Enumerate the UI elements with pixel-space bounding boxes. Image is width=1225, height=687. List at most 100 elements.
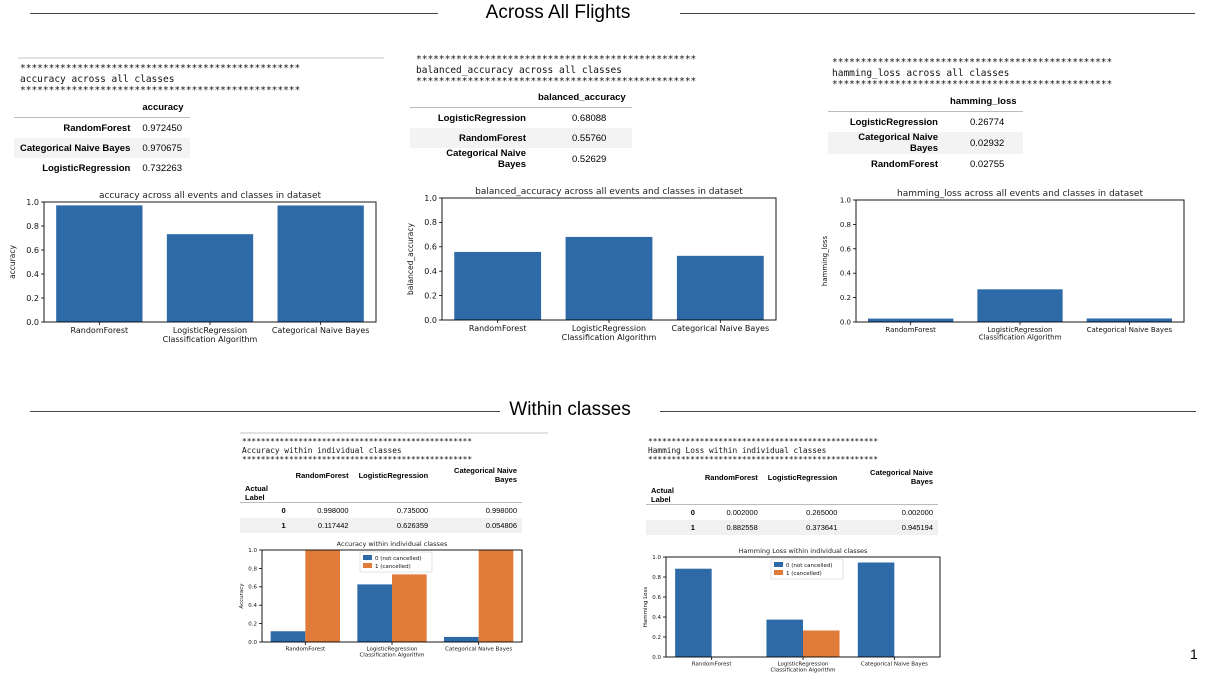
y-tick-label: 0.2 xyxy=(840,294,851,302)
hamming-loss-table: hamming_loss LogisticRegression 0.26774 C… xyxy=(828,91,1023,174)
bar xyxy=(1086,318,1172,322)
bar xyxy=(305,550,340,642)
stars-line: ****************************************… xyxy=(832,57,1113,68)
acc-within-chart: Accuracy within individual classes 0.0 0.2… xyxy=(239,540,523,659)
y-tick-label: 1.0 xyxy=(26,198,39,207)
section-divider-left xyxy=(30,13,438,14)
x-tick-label: RandomForest xyxy=(692,662,732,668)
y-tick-label: 0.2 xyxy=(26,294,39,303)
section-title-across: Across All Flights xyxy=(485,2,631,23)
chart-title: Hamming Loss within individual classes xyxy=(739,547,869,555)
table-row-label: 1 xyxy=(690,523,695,532)
table-cell: 0.882558 xyxy=(726,523,758,532)
x-tick-label: RandomForest xyxy=(286,647,326,653)
table-col-header: balanced_accuracy xyxy=(532,87,632,108)
stars-line: ****************************************… xyxy=(832,79,1113,90)
table-row-label: LogisticRegression xyxy=(42,162,131,174)
plot-frame xyxy=(665,556,941,658)
bar xyxy=(270,631,306,642)
stars-line: ****************************************… xyxy=(20,85,301,96)
section-divider-left xyxy=(30,411,500,412)
y-tick-label: 0.6 xyxy=(26,246,39,255)
legend-label: 1 (cancelled) xyxy=(786,571,822,577)
legend-swatch xyxy=(363,563,372,568)
table-cell: 0.68088 xyxy=(572,112,607,124)
table-cell: 0.054806 xyxy=(485,521,517,530)
y-tick-label: 1.0 xyxy=(424,194,437,203)
table-row-label: Categorical Naive Bayes xyxy=(858,132,938,154)
legend-label: 1 (cancelled) xyxy=(375,564,411,570)
ham-within-header-text: Hamming Loss within individual classes xyxy=(648,446,827,455)
stars-line: ****************************************… xyxy=(242,437,473,446)
table-cell: 0.117442 xyxy=(317,521,349,530)
chart-title: balanced_accuracy across all events and … xyxy=(475,187,743,197)
table-cell: 0.626359 xyxy=(396,521,429,530)
y-tick-label: 0.8 xyxy=(248,566,257,572)
accuracy-table: accuracy RandomForest 0.972450 Categorica… xyxy=(14,97,190,178)
output-top-bar xyxy=(240,432,548,434)
ham-within-chart: Hamming Loss within individual classes 0.… xyxy=(643,547,941,674)
legend-swatch xyxy=(774,562,783,567)
y-tick-label: 0.0 xyxy=(652,655,661,661)
x-tick-label: RandomForest xyxy=(70,326,128,335)
table-cell: 0.55760 xyxy=(572,132,607,144)
table-row-label: 1 xyxy=(281,521,286,530)
table-col-header: RandomForest xyxy=(295,470,349,480)
x-tick-label: RandomForest xyxy=(469,324,527,333)
chart-title: accuracy across all events and classes i… xyxy=(99,191,322,201)
accuracy-chart: accuracy across all events and classes i… xyxy=(8,191,377,344)
x-tick-label: LogisticRegression xyxy=(173,326,247,335)
chart-title: hamming_loss across all events and class… xyxy=(897,189,1143,199)
x-tick-label: Categorical Naive Bayes xyxy=(1087,326,1173,334)
y-tick-label: 0.0 xyxy=(26,318,39,327)
table-row-label: RandomForest xyxy=(63,122,131,134)
table-cell: 0.02932 xyxy=(970,137,1005,149)
y-axis-label: Accuracy xyxy=(239,583,245,609)
table-row-label: LogisticRegression xyxy=(437,112,526,124)
x-tick-label: LogisticRegression xyxy=(988,326,1053,334)
table-col-header: Categorical Naive Bayes xyxy=(454,466,517,484)
y-tick-label: 0.6 xyxy=(652,595,661,601)
acc-within-header-text: Accuracy within individual classes xyxy=(242,446,402,455)
table-cell: 0.970675 xyxy=(142,142,182,154)
table-cell: 0.373641 xyxy=(806,523,838,532)
table-row-label: 0 xyxy=(690,508,695,517)
y-tick-label: 0.4 xyxy=(248,603,257,609)
bar xyxy=(766,619,803,657)
hamming-loss-chart: hamming_loss across all events and class… xyxy=(821,189,1185,342)
plot-frame xyxy=(855,199,1185,323)
hamming-header-text: hamming_loss across all classes xyxy=(832,68,1010,79)
table-cell: 0.52629 xyxy=(572,153,607,165)
bar xyxy=(478,550,514,642)
chart-title: Accuracy within individual classes xyxy=(337,540,448,548)
x-tick-label: Categorical Naive Bayes xyxy=(861,662,928,668)
legend-label: 0 (not cancelled) xyxy=(786,563,833,569)
x-axis-label: Classification Algorithm xyxy=(770,668,835,674)
index-name: Actual Label xyxy=(245,484,268,502)
x-tick-label: LogisticRegression xyxy=(366,647,418,653)
y-tick-label: 1.0 xyxy=(652,555,661,561)
accuracy-header-text: accuracy across all classes xyxy=(20,74,175,85)
legend-box xyxy=(770,558,844,580)
table-col-header: accuracy xyxy=(136,97,190,118)
table-col-header: hamming_loss xyxy=(944,91,1023,112)
table-cell: 0.02755 xyxy=(970,158,1005,170)
y-tick-label: 1.0 xyxy=(840,196,851,204)
x-tick-label: Categorical Naive Bayes xyxy=(445,647,512,653)
y-tick-label: 0.4 xyxy=(652,615,661,621)
y-tick-label: 0.2 xyxy=(248,622,257,628)
y-tick-label: 0.4 xyxy=(424,267,437,276)
y-tick-label: 0.2 xyxy=(652,635,661,641)
table-col-header: RandomForest xyxy=(704,472,758,482)
bar xyxy=(868,318,954,322)
legend-swatch xyxy=(774,570,783,575)
bar xyxy=(166,234,254,322)
bar xyxy=(444,636,479,642)
y-tick-label: 0.0 xyxy=(424,316,437,325)
bar xyxy=(675,568,712,657)
stars-line: ****************************************… xyxy=(416,54,697,65)
bar xyxy=(803,630,840,657)
section-divider-right xyxy=(660,411,1196,412)
bar xyxy=(392,574,427,642)
table-row-label: Categorical Naive Bayes xyxy=(446,148,526,170)
